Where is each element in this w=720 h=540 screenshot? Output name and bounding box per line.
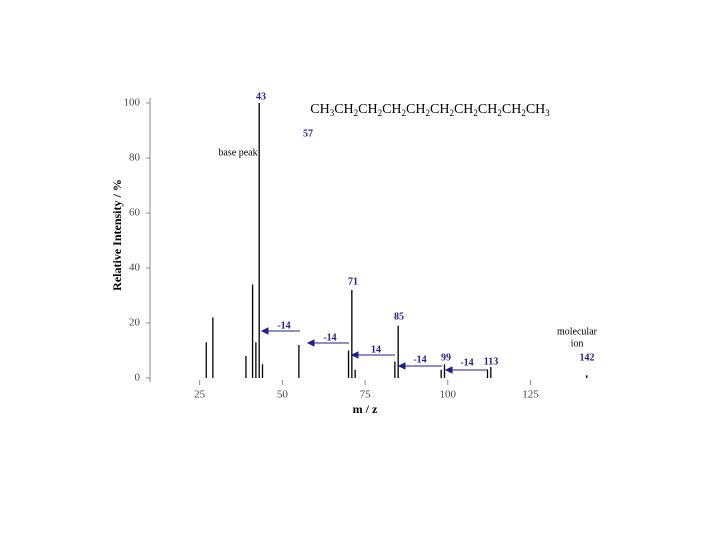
y-tick-label: 80 (129, 152, 141, 164)
annotation: 99 (441, 352, 451, 363)
y-tick-label: 100 (124, 97, 141, 109)
annotation: 142 (580, 352, 595, 363)
annotation: 57 (303, 128, 313, 139)
arrows (260, 327, 488, 374)
x-axis-label: m / z (353, 402, 378, 416)
annotation: 85 (394, 311, 404, 322)
x-tick-label: 50 (277, 389, 289, 401)
annotation: 14 (371, 344, 381, 355)
annotation: -14 (323, 332, 336, 343)
annotation: 71 (348, 276, 358, 287)
x-tick-label: 25 (194, 389, 206, 401)
annotation: -14 (277, 320, 290, 331)
annotation: 113 (484, 356, 498, 367)
y-axis-label: Relative Intensity / % (110, 179, 124, 291)
x-tick-label: 100 (440, 389, 457, 401)
y-tick-label: 40 (129, 262, 141, 274)
x-tick-label: 75 (360, 389, 372, 401)
annotation: base peak (218, 147, 257, 158)
annotation: molecular (557, 326, 598, 337)
annotation: -14 (413, 354, 426, 365)
chart-title: CH3CH2CH2CH2CH2CH2CH2CH2CH2CH3 (310, 102, 550, 118)
y-tick-label: 20 (129, 317, 141, 329)
annotation: 43 (256, 91, 266, 102)
y-tick-label: 60 (129, 207, 141, 219)
annotation: -14 (460, 357, 473, 368)
x-tick-label: 125 (522, 389, 539, 401)
y-tick-label: 0 (135, 372, 141, 384)
annotation: ion (571, 338, 584, 349)
